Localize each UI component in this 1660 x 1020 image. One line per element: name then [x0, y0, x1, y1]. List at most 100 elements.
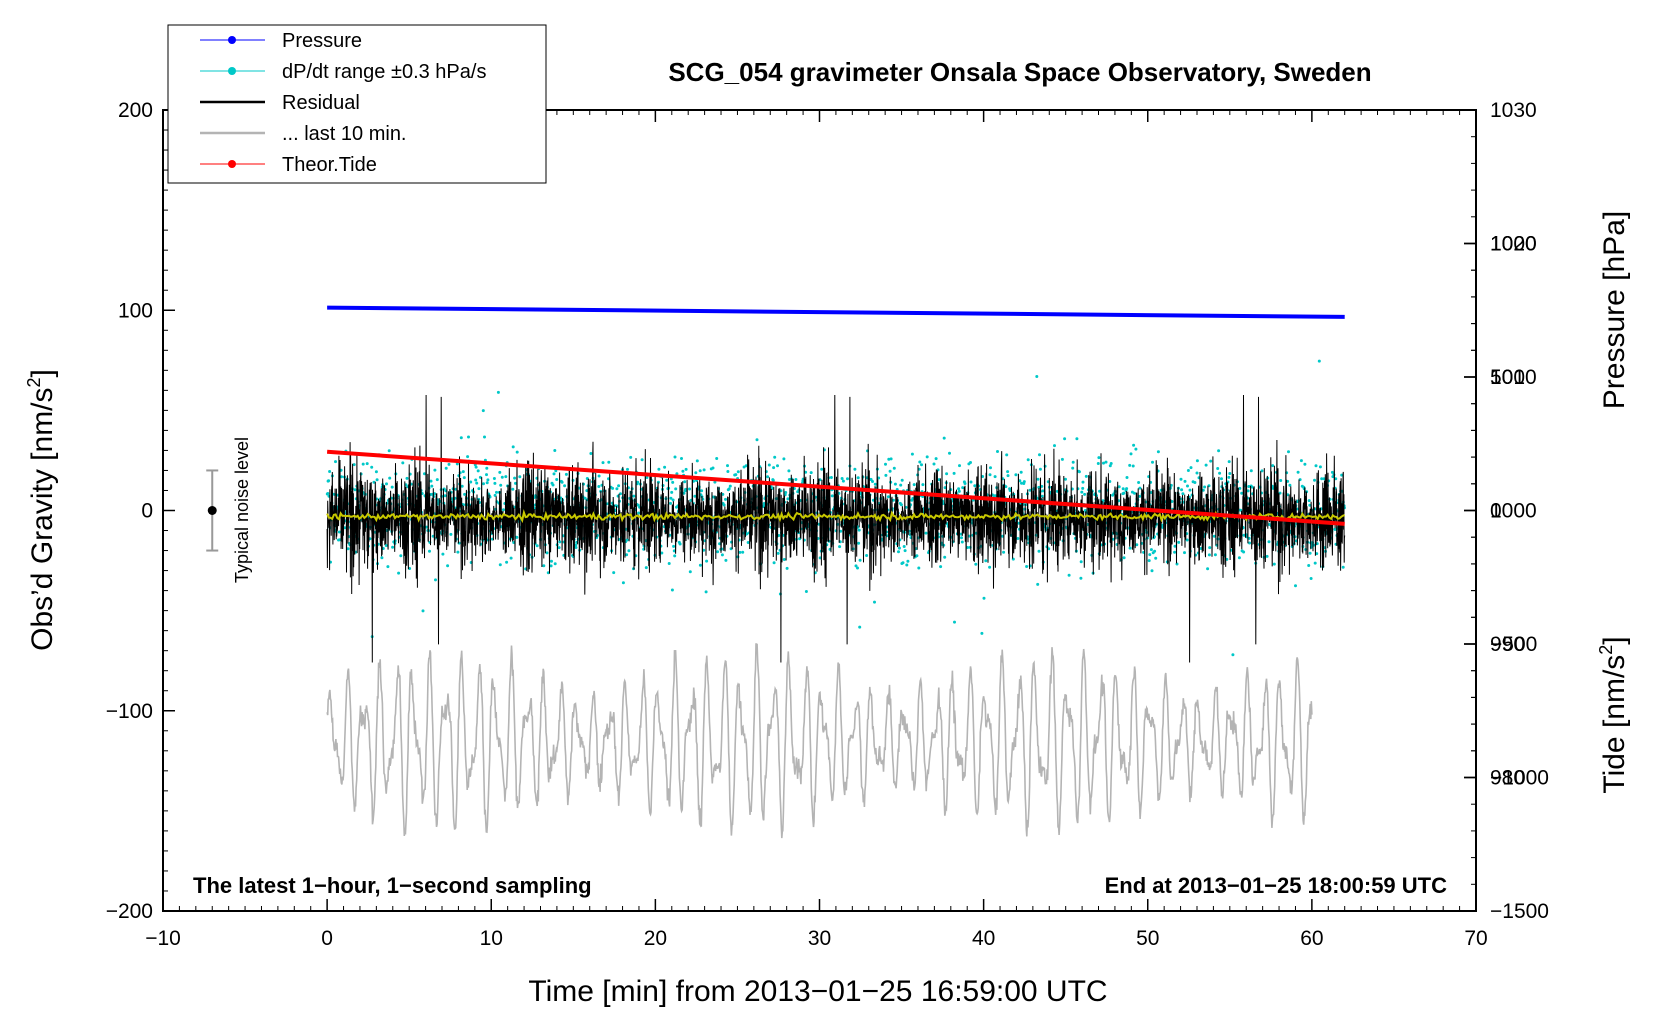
dpdt-point — [856, 476, 860, 480]
dpdt-point — [1138, 486, 1142, 490]
dpdt-point — [636, 480, 640, 484]
dpdt-point — [984, 559, 988, 563]
legend-marker — [228, 160, 236, 168]
dpdt-point — [889, 457, 893, 461]
dpdt-point — [463, 492, 467, 496]
dpdt-point — [1313, 478, 1316, 482]
dpdt-point — [619, 492, 622, 496]
dpdt-point — [476, 469, 480, 473]
dpdt-point — [1071, 466, 1075, 470]
dpdt-point — [515, 450, 519, 454]
dpdt-point — [1132, 491, 1136, 495]
dpdt-point — [903, 549, 907, 553]
dpdt-point — [384, 544, 388, 547]
pressure-tick-label: 1010 — [1490, 366, 1537, 389]
dpdt-point — [786, 497, 790, 501]
dpdt-point — [421, 609, 425, 613]
dpdt-point — [684, 467, 688, 471]
dpdt-point — [511, 445, 515, 449]
dpdt-point — [601, 461, 605, 465]
dpdt-point — [346, 547, 350, 551]
residual-line — [326, 394, 1346, 663]
dpdt-point — [644, 566, 648, 570]
dpdt-point — [1129, 452, 1133, 456]
dpdt-point — [462, 476, 466, 480]
dpdt-point — [1006, 474, 1010, 478]
dpdt-point — [974, 562, 978, 566]
dpdt-point — [865, 554, 869, 557]
noise-bar — [206, 469, 219, 552]
x-tick-label: 70 — [1464, 927, 1487, 950]
dpdt-point — [671, 480, 675, 484]
dpdt-point — [456, 550, 460, 554]
dpdt-point — [542, 564, 546, 568]
dpdt-point — [401, 461, 405, 465]
dpdt-point — [715, 457, 719, 460]
dpdt-point — [361, 462, 365, 466]
dpdt-point — [912, 483, 916, 487]
dpdt-point — [724, 558, 728, 562]
dpdt-point — [1195, 459, 1199, 463]
dpdt-point — [669, 501, 672, 505]
dpdt-point — [660, 551, 664, 555]
dpdt-point — [1154, 556, 1158, 560]
dpdt-point — [672, 549, 676, 553]
dpdt-point — [1084, 474, 1088, 478]
x-tick-label: 30 — [808, 927, 831, 950]
dpdt-point — [873, 482, 877, 486]
dpdt-point — [434, 578, 437, 582]
dpdt-point — [892, 466, 896, 470]
dpdt-point — [670, 588, 674, 592]
tide-tick-label: 0 — [1490, 500, 1502, 523]
dpdt-point — [736, 470, 740, 474]
dpdt-point — [1186, 469, 1190, 472]
dpdt-point — [1220, 477, 1223, 481]
dpdt-point — [1038, 453, 1041, 457]
dpdt-point — [681, 469, 685, 473]
dpdt-point — [902, 545, 906, 548]
dpdt-point — [694, 471, 698, 475]
dpdt-point — [1267, 540, 1271, 544]
dpdt-point — [1313, 561, 1317, 565]
dpdt-point — [493, 481, 497, 485]
dpdt-point — [830, 494, 834, 498]
dpdt-point — [481, 409, 485, 413]
y-axis-title-pressure: Pressure [hPa] — [1598, 211, 1631, 409]
dpdt-point — [858, 558, 862, 562]
dpdt-point — [798, 537, 802, 541]
dpdt-point — [1186, 484, 1189, 488]
dpdt-point — [504, 475, 508, 479]
dpdt-point — [621, 581, 625, 585]
dpdt-point — [858, 625, 862, 629]
dpdt-point — [1195, 471, 1199, 475]
dpdt-point — [1148, 553, 1152, 557]
dpdt-point — [741, 550, 745, 554]
dpdt-point — [704, 590, 708, 594]
dpdt-point — [637, 511, 641, 515]
dpdt-point — [509, 556, 513, 560]
dpdt-point — [499, 483, 503, 487]
dpdt-point — [716, 550, 720, 554]
dpdt-point — [727, 487, 731, 491]
dpdt-point — [1209, 459, 1213, 463]
dpdt-point — [771, 478, 775, 482]
dpdt-point — [720, 553, 724, 557]
dpdt-point — [1173, 550, 1177, 554]
dpdt-point — [1131, 464, 1135, 468]
dpdt-point — [905, 563, 909, 567]
dpdt-point — [1019, 470, 1023, 474]
dpdt-point — [553, 449, 557, 452]
dpdt-point — [960, 536, 963, 540]
dpdt-point — [492, 477, 496, 480]
dpdt-point — [505, 560, 509, 564]
dpdt-point — [782, 558, 786, 561]
dpdt-point — [705, 559, 709, 563]
dpdt-point — [728, 484, 732, 488]
dpdt-point — [884, 462, 887, 466]
dpdt-point — [558, 540, 562, 544]
dpdt-point — [899, 503, 903, 507]
dpdt-point — [1014, 473, 1018, 477]
dpdt-point — [1132, 443, 1136, 447]
dpdt-point — [910, 452, 914, 456]
dpdt-point — [918, 460, 922, 464]
